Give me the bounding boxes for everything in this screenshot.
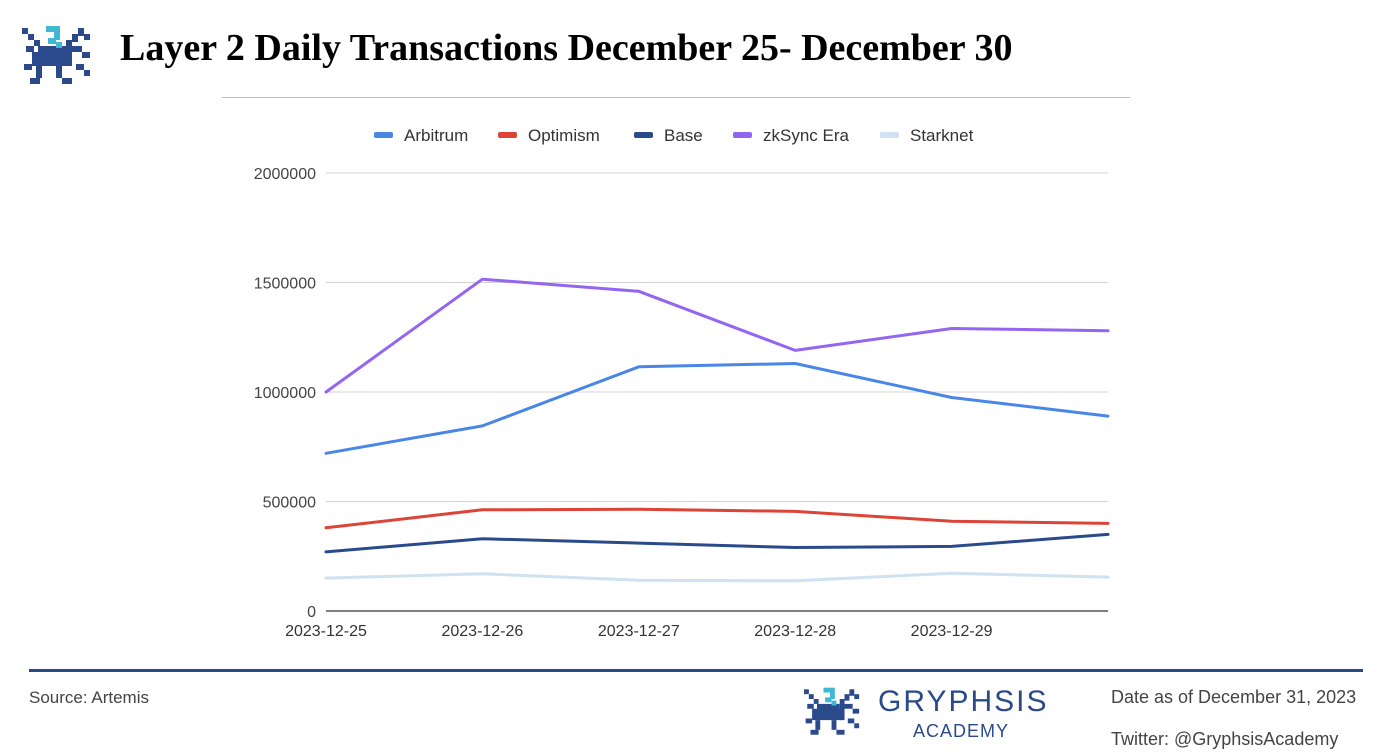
date-note: Date as of December 31, 2023 — [1111, 687, 1357, 707]
twitter-handle: Twitter: @GryphsisAcademy — [1111, 729, 1339, 749]
legend-label: Starknet — [910, 126, 974, 145]
legend-item-base: Base — [634, 126, 703, 145]
x-tick-label: 2023-12-28 — [754, 623, 836, 640]
y-tick-label: 2000000 — [254, 166, 316, 183]
gryphsis-footer-logo-icon — [804, 687, 860, 735]
source-text: Source: Artemis — [29, 688, 149, 707]
x-tick-label: 2023-12-26 — [441, 623, 523, 640]
series-line-optimism — [324, 507, 1110, 530]
line-chart: 0 500000 1000000 1500000 2000000 2023-12-25 20… — [254, 126, 1110, 640]
legend-swatch — [374, 132, 393, 138]
legend: Arbitrum Optimism Base zkSync Era Starknet — [374, 126, 974, 145]
page-title: Layer 2 Daily Transactions December 25- … — [120, 27, 1013, 69]
legend-label: Arbitrum — [404, 126, 468, 145]
brand-name: GRYPHSIS — [878, 685, 1049, 718]
y-tick-label: 0 — [307, 604, 316, 621]
series-lines — [324, 277, 1110, 583]
legend-swatch — [733, 132, 752, 138]
gryphsis-logo-icon — [22, 26, 90, 84]
y-tick-label: 500000 — [263, 495, 316, 512]
x-tick-label: 2023-12-27 — [598, 623, 680, 640]
x-tick-label: 2023-12-29 — [911, 623, 993, 640]
legend-label: Optimism — [528, 126, 600, 145]
x-tick-label: 2023-12-25 — [285, 623, 367, 640]
title-divider — [222, 97, 1130, 98]
series-line-base — [324, 532, 1110, 554]
series-line-zksync-era — [324, 277, 1110, 394]
legend-label: Base — [664, 126, 703, 145]
legend-item-starknet: Starknet — [880, 126, 974, 145]
brand-subtitle: ACADEMY — [913, 721, 1010, 741]
legend-item-zksync-era: zkSync Era — [733, 126, 850, 145]
y-tick-label: 1500000 — [254, 276, 316, 293]
series-line-arbitrum — [324, 362, 1110, 455]
footer-divider — [29, 669, 1363, 672]
legend-swatch — [634, 132, 653, 138]
legend-item-optimism: Optimism — [498, 126, 600, 145]
legend-item-arbitrum: Arbitrum — [374, 126, 468, 145]
legend-swatch — [880, 132, 899, 138]
y-tick-label: 1000000 — [254, 385, 316, 402]
axes: 0 500000 1000000 1500000 2000000 2023-12-25 20… — [254, 166, 1108, 640]
series-line-starknet — [324, 571, 1110, 583]
gridlines — [326, 172, 1108, 502]
legend-swatch — [498, 132, 517, 138]
legend-label: zkSync Era — [763, 126, 850, 145]
